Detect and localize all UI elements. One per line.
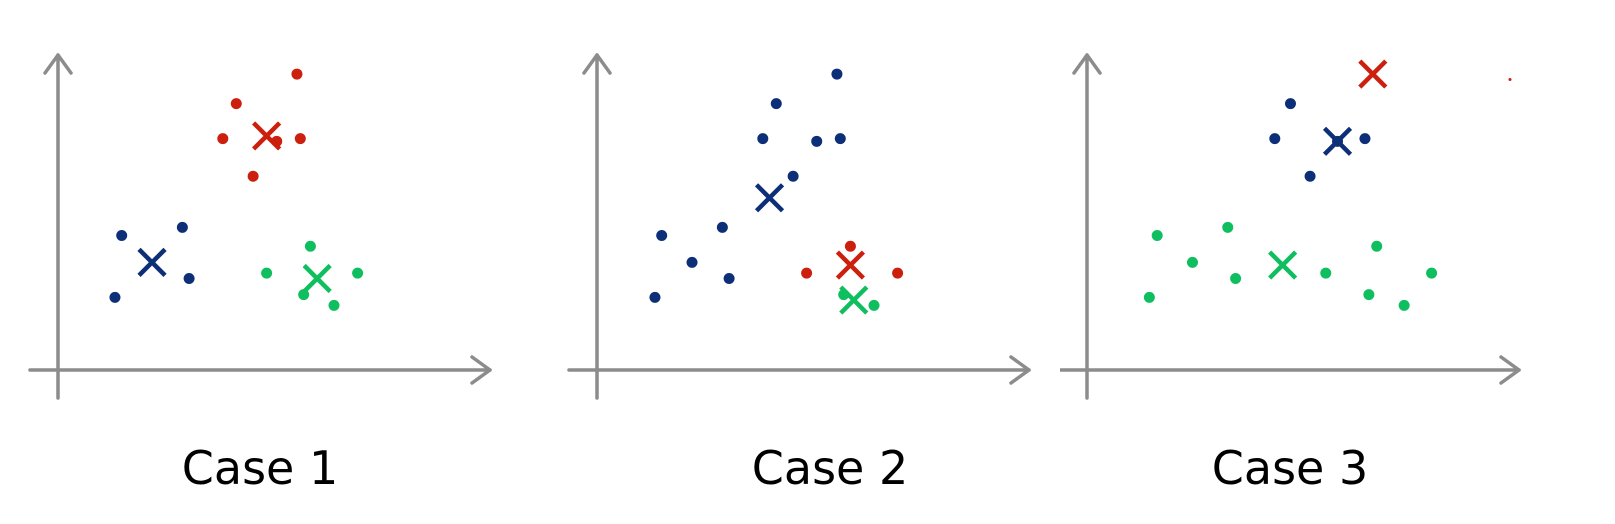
series-red [1358, 59, 1512, 89]
series-green [261, 240, 364, 311]
x-axis-arrow [470, 355, 492, 385]
data-point-blue [116, 229, 128, 241]
centroid-marker-red [1358, 59, 1388, 89]
x-axis-arrow [1499, 355, 1521, 385]
data-point-red [247, 170, 259, 182]
data-point-green [868, 299, 880, 311]
data-point-blue [1269, 133, 1281, 145]
data-point-red [291, 68, 303, 80]
data-point-green [328, 299, 340, 311]
data-point-green [1143, 291, 1155, 303]
data-point-blue [656, 229, 668, 241]
series-blue [109, 221, 195, 303]
data-point-green [1222, 221, 1234, 233]
centroid-marker-blue [754, 183, 785, 213]
data-point-green [261, 267, 273, 279]
centroid-marker-red [835, 250, 866, 280]
series-green [1143, 221, 1438, 311]
y-axis-arrow [43, 53, 73, 75]
panel-case-3: Case 3 [1060, 0, 1580, 524]
data-point-blue [811, 135, 823, 147]
series-blue [1269, 98, 1371, 182]
data-point-blue [649, 291, 661, 303]
series-red [217, 68, 306, 182]
data-point-green [1320, 267, 1332, 279]
centroid-marker-blue [137, 247, 167, 277]
case-2-title: Case 2 [751, 441, 909, 495]
data-point-blue [1284, 98, 1296, 110]
data-point-red [217, 133, 229, 145]
series-blue [649, 68, 846, 303]
scatter-plot-case-2 [567, 53, 1031, 400]
data-point-green [1426, 267, 1438, 279]
data-point-green [1363, 289, 1375, 301]
axes [567, 53, 1031, 400]
data-point-blue [686, 256, 698, 268]
centroid-marker-green [839, 285, 869, 315]
scatter-plot-case-3 [1060, 53, 1521, 400]
series-red [801, 240, 904, 280]
case-1-title: Case 1 [181, 441, 339, 495]
data-point-blue [831, 68, 843, 80]
centroid-marker-red [252, 121, 282, 151]
data-point-blue [787, 170, 799, 182]
data-point-green [1371, 240, 1383, 252]
y-axis-arrow [1072, 53, 1102, 75]
centroid-marker-green [302, 263, 332, 294]
case-3-title: Case 3 [1211, 441, 1369, 495]
y-axis-arrow [582, 53, 612, 75]
data-point-red [801, 267, 813, 279]
data-point-blue [723, 273, 735, 285]
centroid-marker-blue [1322, 126, 1353, 156]
data-point-green [304, 240, 316, 252]
data-point-blue [1359, 133, 1371, 145]
data-point-blue [109, 291, 121, 303]
data-point-blue [176, 221, 188, 233]
data-point-green [1398, 299, 1410, 311]
scatter-plot-case-1 [28, 53, 492, 400]
data-point-red [844, 240, 856, 252]
data-point-blue [183, 273, 195, 285]
data-point-red [1508, 77, 1512, 81]
centroid-marker-green [1268, 250, 1298, 280]
data-point-green [352, 267, 364, 279]
panel-case-1: Case 1 [0, 0, 520, 524]
data-point-blue [834, 133, 846, 145]
data-point-blue [716, 221, 728, 233]
series-green [838, 285, 880, 315]
data-point-green [1230, 273, 1242, 285]
panel-case-2: Case 2 [540, 0, 1060, 524]
data-point-green [1186, 256, 1198, 268]
data-point-red [892, 267, 904, 279]
data-point-green [1151, 229, 1163, 241]
data-point-red [230, 98, 242, 110]
axes [28, 53, 492, 400]
x-axis-arrow [1009, 355, 1031, 385]
data-point-blue [757, 133, 769, 145]
data-point-red [294, 133, 306, 145]
data-point-blue [770, 98, 782, 110]
data-point-blue [1304, 170, 1316, 182]
axes [1060, 53, 1521, 400]
